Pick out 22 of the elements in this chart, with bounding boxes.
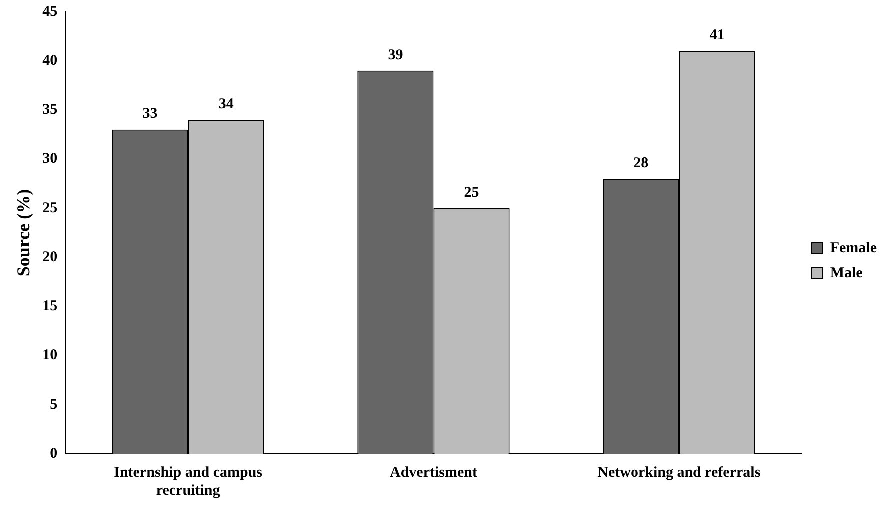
data-label: 25 <box>464 184 480 201</box>
data-label: 34 <box>218 96 234 112</box>
y-tick-label: 25 <box>42 200 58 216</box>
legend-label: Female <box>830 240 878 256</box>
legend-label: Male <box>830 265 864 282</box>
data-label: 39 <box>388 47 404 64</box>
y-tick-label: 0 <box>50 446 58 462</box>
y-tick-label: 40 <box>42 52 58 69</box>
y-tick-label: 15 <box>42 298 58 315</box>
y-tick-label: 30 <box>42 151 58 168</box>
x-tick-label: Advertisment <box>390 464 478 481</box>
data-label: 28 <box>634 155 649 172</box>
y-tick-label: 5 <box>50 396 58 413</box>
y-tick-label: 45 <box>42 4 58 20</box>
y-axis-title: Source (%) <box>13 189 34 277</box>
y-tick-label: 10 <box>42 348 58 364</box>
data-label: 41 <box>710 28 725 44</box>
x-tick-label: Networking and referrals <box>598 464 761 481</box>
y-tick-label: 35 <box>42 102 58 118</box>
y-tick-label: 20 <box>42 249 58 266</box>
data-label: 33 <box>142 106 158 122</box>
x-tick-label: Internship and campus recruiting <box>114 464 263 499</box>
